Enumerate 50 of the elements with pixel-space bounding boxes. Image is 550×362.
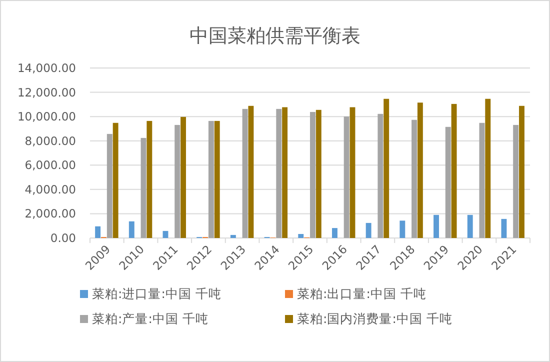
bar xyxy=(276,108,282,238)
bar xyxy=(230,234,236,238)
bar xyxy=(417,102,423,238)
bar xyxy=(467,214,473,238)
bar xyxy=(310,112,316,238)
chart-title: 中国菜粕供需平衡表 xyxy=(190,25,360,47)
bar xyxy=(146,120,152,238)
bar xyxy=(174,124,180,238)
bar xyxy=(248,106,254,238)
bar xyxy=(214,120,220,238)
bar xyxy=(344,116,350,238)
y-tick-label: 0.00 xyxy=(50,231,76,245)
bar xyxy=(162,230,168,238)
bar xyxy=(282,107,288,238)
bar xyxy=(112,122,118,238)
legend-label: 菜粕:国内消费量:中国 千吨 xyxy=(297,311,452,326)
bar xyxy=(95,226,101,238)
bar xyxy=(378,114,384,238)
bar xyxy=(485,98,491,238)
bar xyxy=(242,108,248,238)
bar xyxy=(434,214,439,238)
bar xyxy=(128,221,134,238)
bar xyxy=(479,122,485,238)
bar xyxy=(412,120,417,238)
legend-label: 菜粕:出口量:中国 千吨 xyxy=(297,286,426,301)
legend-label: 菜粕:进口量:中国 千吨 xyxy=(92,286,222,301)
bar xyxy=(332,228,338,238)
bar xyxy=(180,116,186,238)
y-tick-label: 10,000.00 xyxy=(17,110,76,124)
bar xyxy=(350,107,356,238)
bar xyxy=(140,138,146,238)
bar xyxy=(298,234,304,238)
bar xyxy=(106,134,112,238)
bar xyxy=(366,222,372,238)
y-tick-label: 14,000.00 xyxy=(17,61,76,75)
y-tick-label: 12,000.00 xyxy=(17,85,76,100)
bar xyxy=(445,126,451,238)
y-tick-label: 6,000.00 xyxy=(24,158,76,172)
bar xyxy=(316,110,322,238)
legend-label: 菜粕:产量:中国 千吨 xyxy=(92,311,208,326)
bar xyxy=(400,220,406,238)
bar xyxy=(384,98,390,238)
bar xyxy=(501,218,507,238)
bar xyxy=(519,106,524,238)
bar xyxy=(513,124,519,238)
y-tick-label: 4,000.00 xyxy=(24,182,76,196)
bar xyxy=(208,120,214,238)
bar xyxy=(451,104,457,238)
y-tick-label: 2,000.00 xyxy=(24,206,76,221)
y-tick-label: 8,000.00 xyxy=(24,134,76,148)
